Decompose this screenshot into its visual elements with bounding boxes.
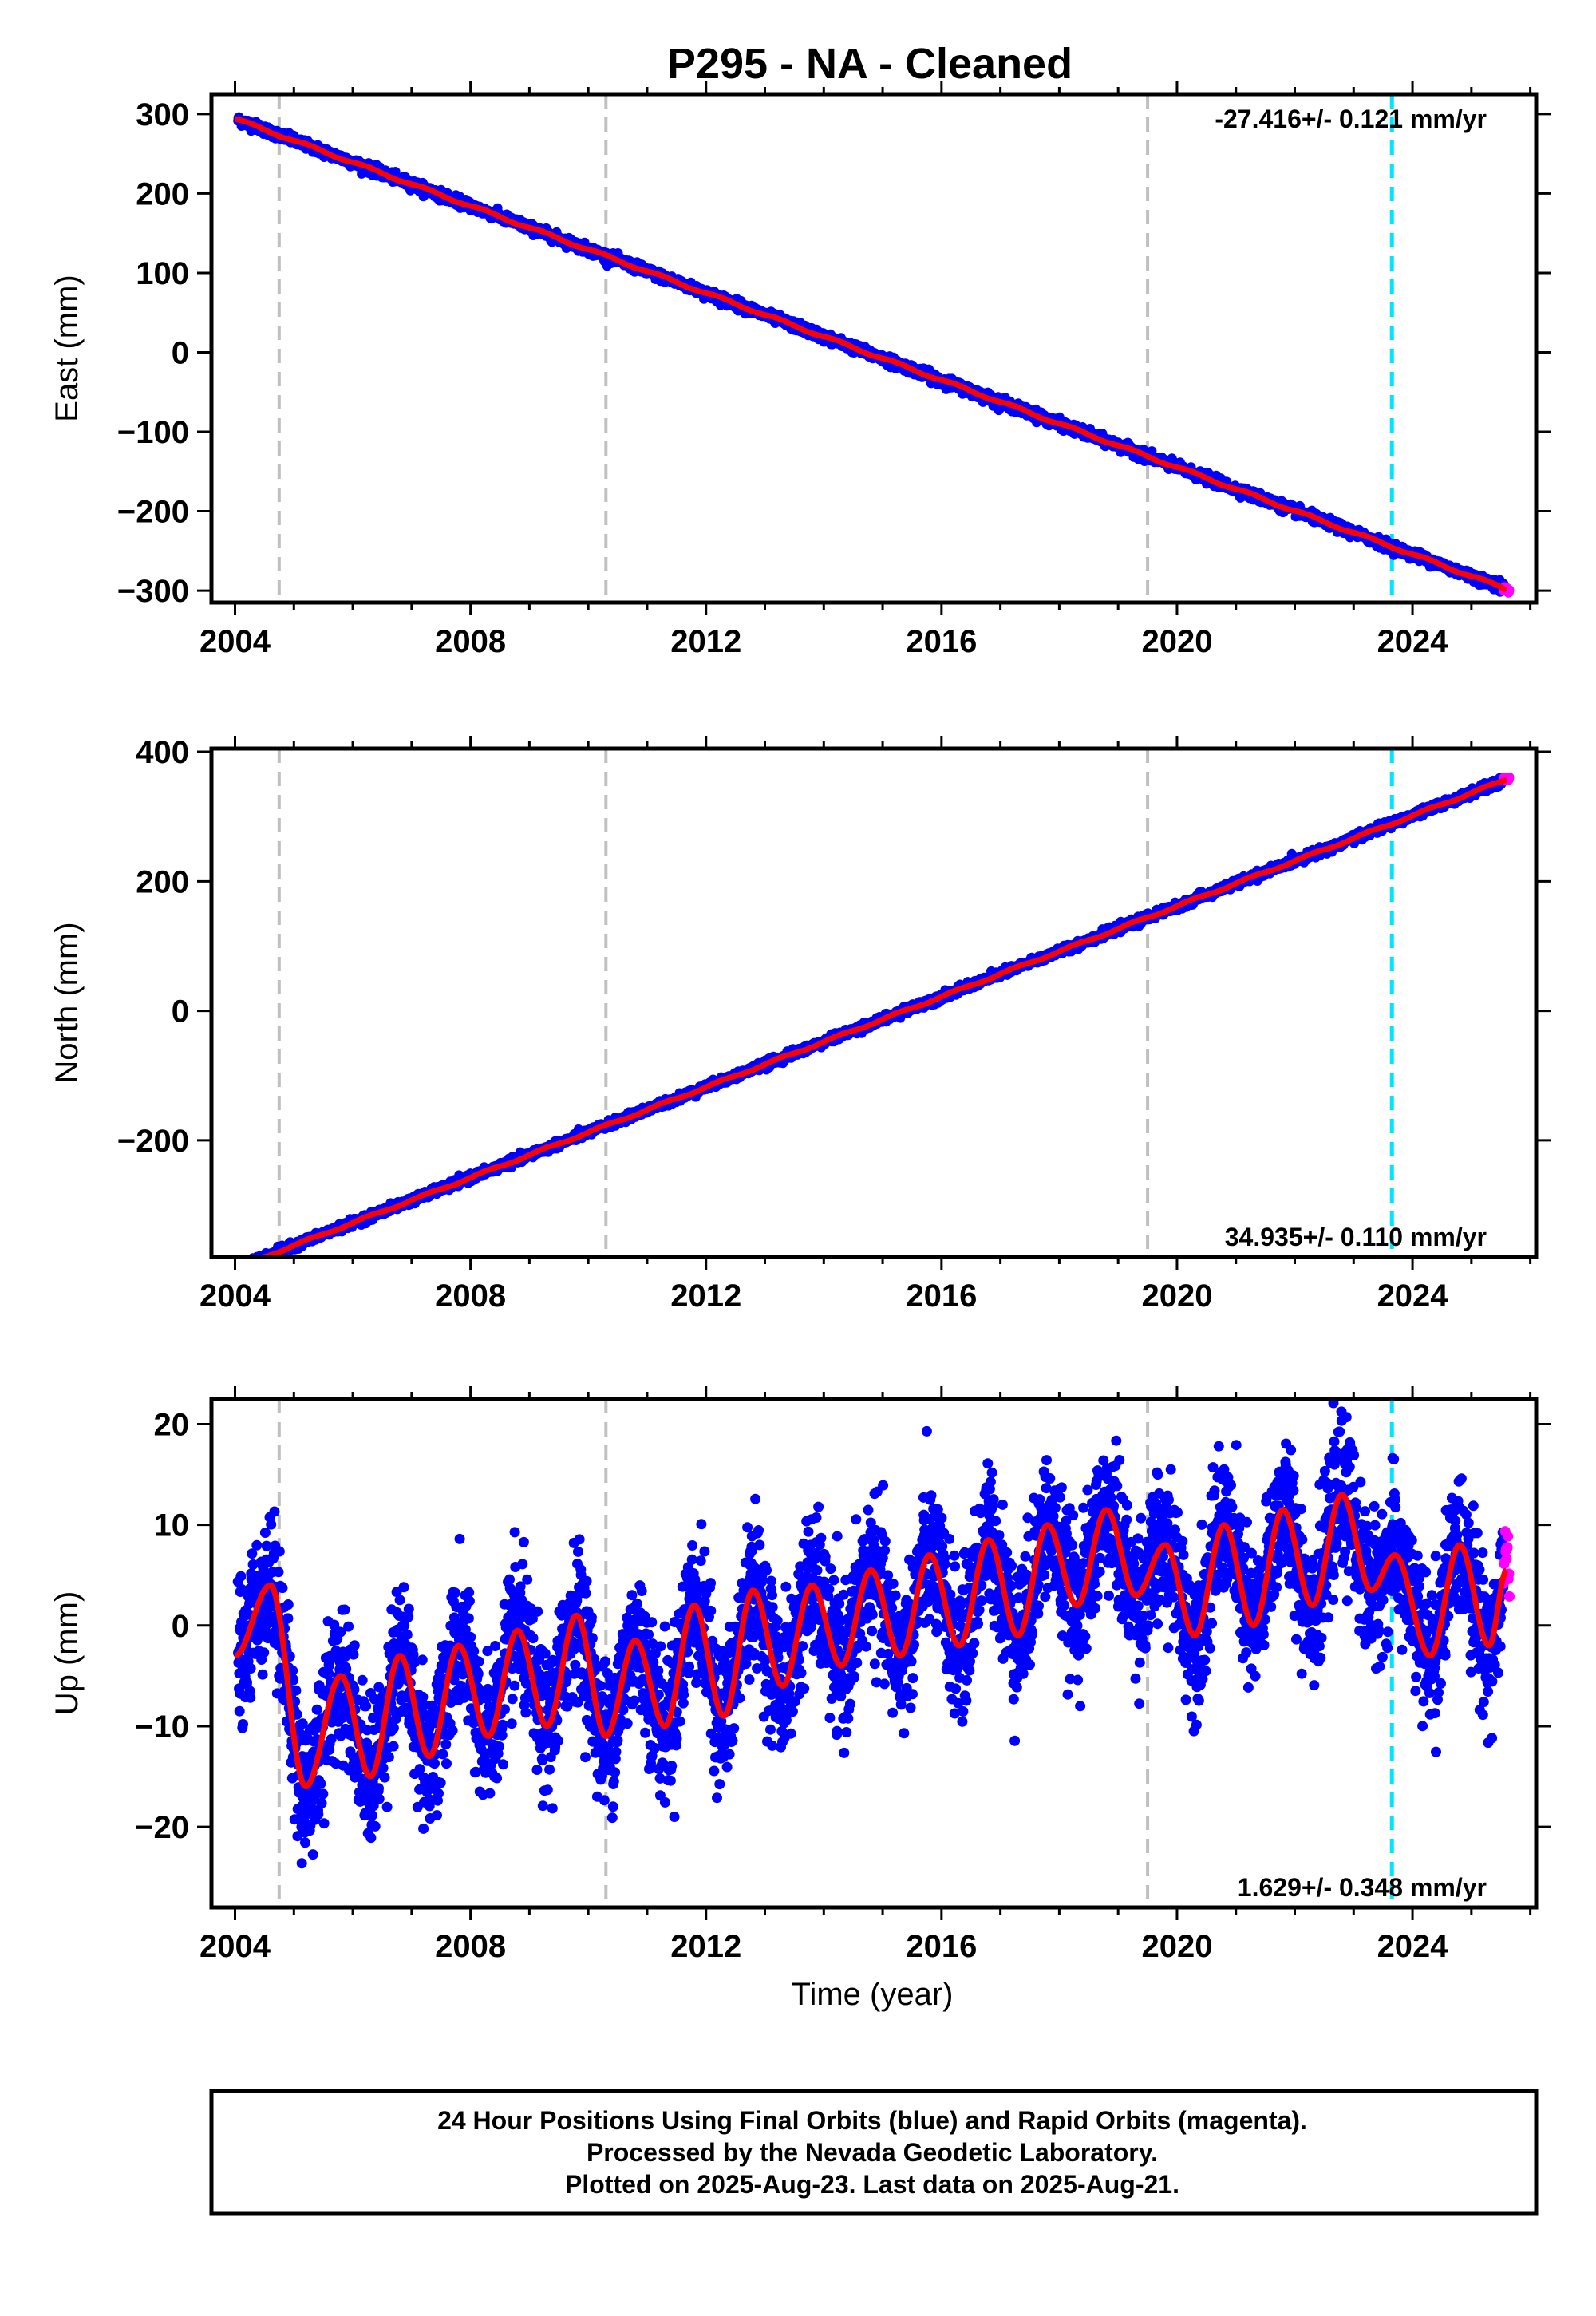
x-tick-label: 2012 (670, 624, 741, 659)
y-tick-label: −300 (117, 574, 189, 609)
model-fit-line (234, 116, 1508, 593)
x-tick-label: 2020 (1141, 624, 1212, 659)
final-orbit-point (243, 1259, 252, 1268)
final-orbit-point (238, 1263, 247, 1272)
plot-frame (209, 92, 1539, 605)
final-orbit-point (237, 1261, 247, 1271)
final-orbit-point (236, 1260, 246, 1270)
x-tick-label: 2004 (200, 624, 271, 659)
final-orbit-point (246, 1258, 255, 1267)
final-orbit-point (246, 1258, 255, 1267)
final-orbit-point (235, 1260, 244, 1270)
x-tick-label: 2016 (906, 624, 977, 659)
final-orbit-point (235, 1263, 245, 1272)
final-orbit-point (241, 1258, 251, 1267)
final-orbit-point (249, 1259, 259, 1268)
final-orbit-point (236, 1259, 246, 1269)
y-tick-label: 0 (172, 335, 189, 370)
y-axis-label: East (mm) (49, 275, 85, 421)
final-orbit-point (243, 1260, 253, 1270)
velocity-rate-label: -27.416+/- 0.121 mm/yr (1215, 105, 1487, 133)
final-orbit-point (244, 1259, 254, 1269)
final-orbit-point (239, 1262, 248, 1271)
final-orbit-point (237, 1267, 247, 1277)
final-orbit-point (240, 1263, 250, 1272)
north-panel: 2004 2008 2012 2016 2020 2024−2000200400North… (49, 735, 1551, 1314)
figure-title: P295 - NA - Cleaned (667, 40, 1073, 88)
final-orbit-point (242, 1259, 251, 1269)
final-orbit-point (244, 1261, 254, 1271)
final-orbit-point (249, 1259, 259, 1269)
final-orbit-point (250, 1259, 259, 1269)
final-orbit-point (235, 1263, 245, 1272)
final-orbit-point (239, 1263, 249, 1273)
y-tick-label: 200 (136, 176, 189, 211)
x-tick-label: 2008 (435, 624, 506, 659)
east-panel: 2004 2008 2012 2016 2020 2024 −300 −200 −100 0 100… (49, 81, 1551, 659)
final-orbit-point (247, 1259, 256, 1268)
y-tick-label: −200 (117, 495, 189, 530)
final-orbit-point (243, 1259, 252, 1268)
final-orbit-point (241, 1261, 251, 1271)
y-tick-label: −100 (117, 415, 189, 450)
y-tick-label: 300 (136, 97, 189, 132)
y-tick-label: 100 (136, 256, 189, 291)
final-orbit-point (240, 1260, 250, 1270)
plot-area (235, 749, 1515, 1277)
final-orbit-point (238, 1259, 247, 1268)
final-orbit-point (248, 1259, 258, 1268)
final-orbit-point (239, 1260, 248, 1270)
x-tick-label: 2024 (1377, 624, 1449, 659)
final-orbit-point (239, 1263, 249, 1272)
plot-area (233, 94, 1515, 603)
